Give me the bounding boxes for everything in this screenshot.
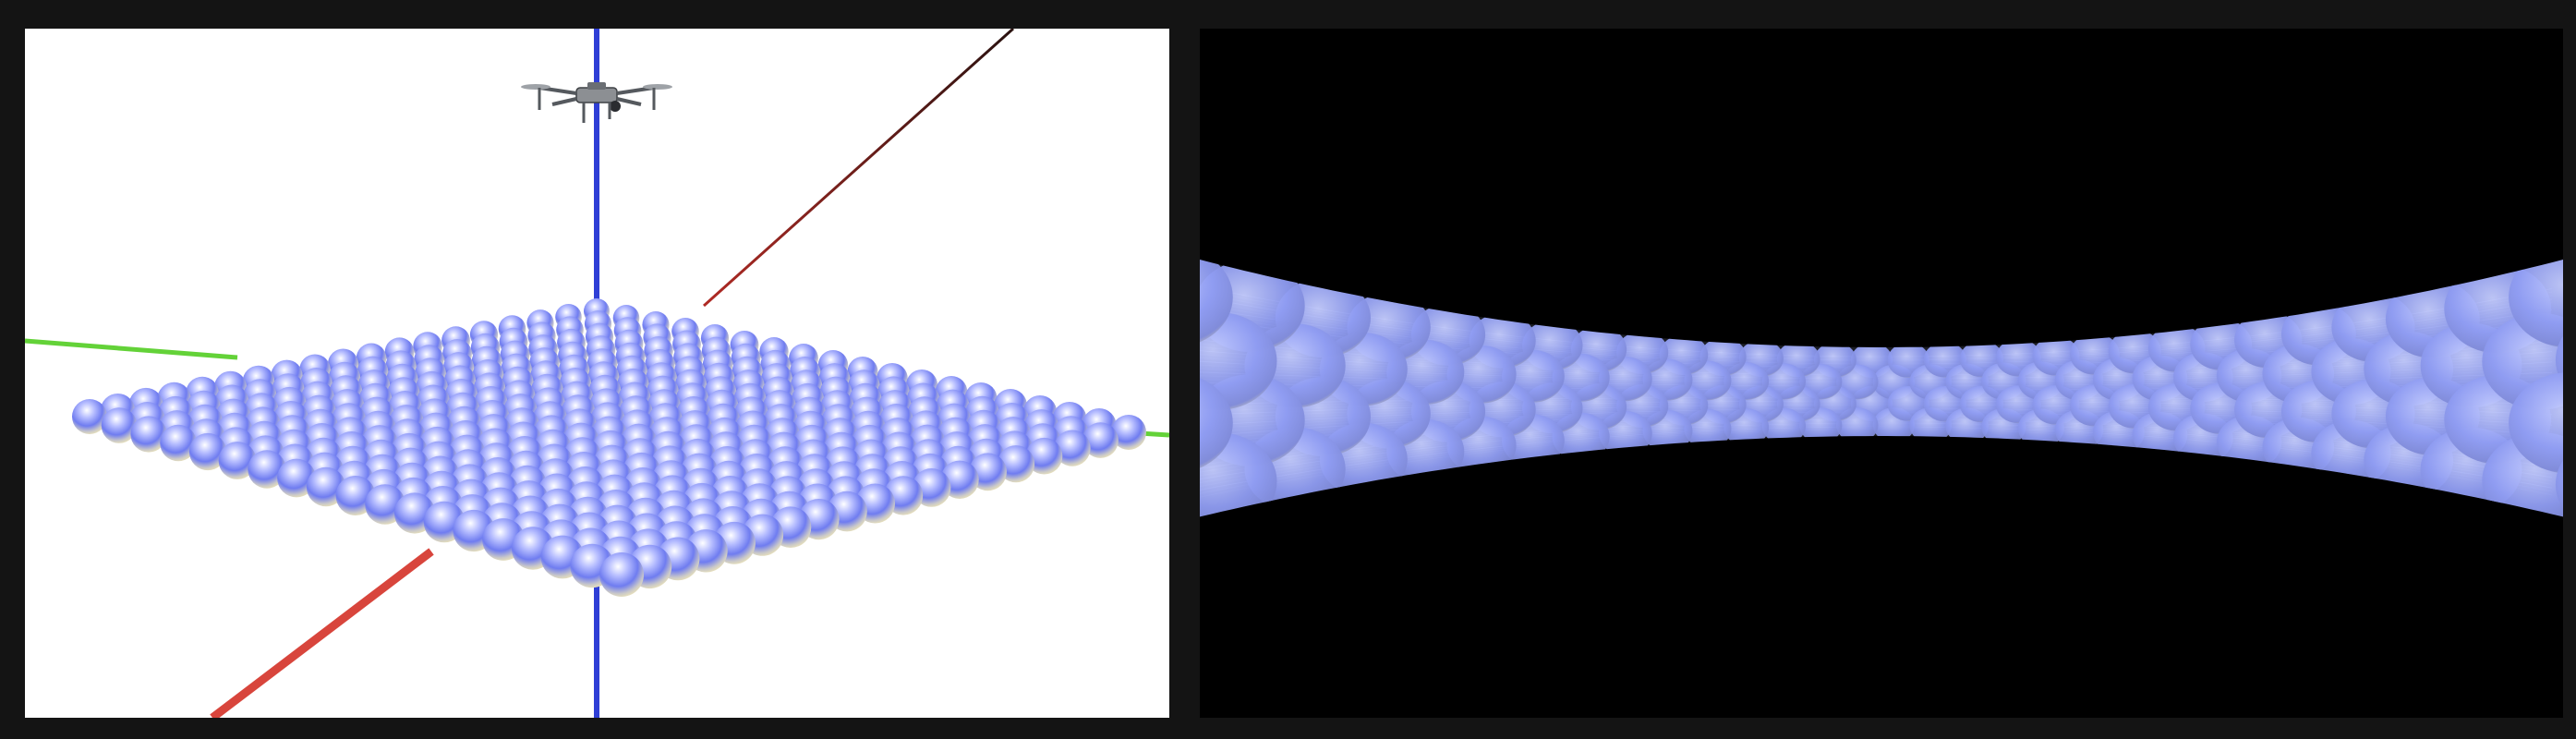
- grid-sphere: [599, 552, 644, 597]
- fisheye-sphere: [2482, 431, 2563, 517]
- sphere-grid: [72, 298, 1146, 597]
- grid-sphere: [218, 442, 257, 479]
- fisheye-camera-canvas[interactable]: [1200, 29, 2563, 718]
- x-axis-near-line: [210, 548, 434, 718]
- fisheye-sphere: [2509, 260, 2563, 348]
- fisheye-camera-viewport[interactable]: [1200, 29, 2563, 718]
- fisheye-sphere: [1200, 372, 1233, 474]
- fisheye-sphere-field: [1200, 260, 2563, 517]
- grid-sphere: [130, 416, 167, 453]
- grid-sphere: [188, 432, 227, 471]
- grid-sphere: [1025, 437, 1063, 475]
- grid-sphere: [1111, 415, 1146, 450]
- grid-sphere: [72, 399, 107, 434]
- grid-sphere: [1054, 430, 1091, 466]
- grid-sphere: [160, 424, 197, 462]
- fisheye-sphere: [1200, 432, 1277, 517]
- grid-sphere: [101, 407, 138, 443]
- y-axis-left-line: [25, 338, 238, 360]
- x-axis-far-line: [702, 29, 1015, 308]
- scene-3d-canvas[interactable]: [25, 29, 1169, 718]
- fisheye-sphere: [1200, 312, 1277, 410]
- fisheye-sphere: [2482, 312, 2563, 410]
- grid-sphere: [1082, 422, 1119, 458]
- grid-sphere: [248, 450, 286, 489]
- quadcopter-drone-icon[interactable]: [521, 82, 672, 123]
- grid-sphere: [997, 445, 1035, 483]
- scene-3d-viewport[interactable]: [25, 29, 1169, 718]
- fisheye-sphere: [1200, 260, 1233, 348]
- grid-sphere: [277, 458, 316, 498]
- fisheye-sphere: [2509, 372, 2563, 474]
